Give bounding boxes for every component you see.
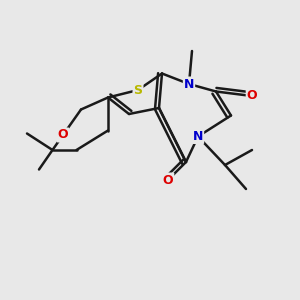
Text: N: N (184, 77, 194, 91)
Text: O: O (247, 89, 257, 103)
Text: O: O (58, 128, 68, 142)
Text: N: N (193, 130, 203, 143)
Text: O: O (163, 173, 173, 187)
Text: S: S (134, 83, 142, 97)
